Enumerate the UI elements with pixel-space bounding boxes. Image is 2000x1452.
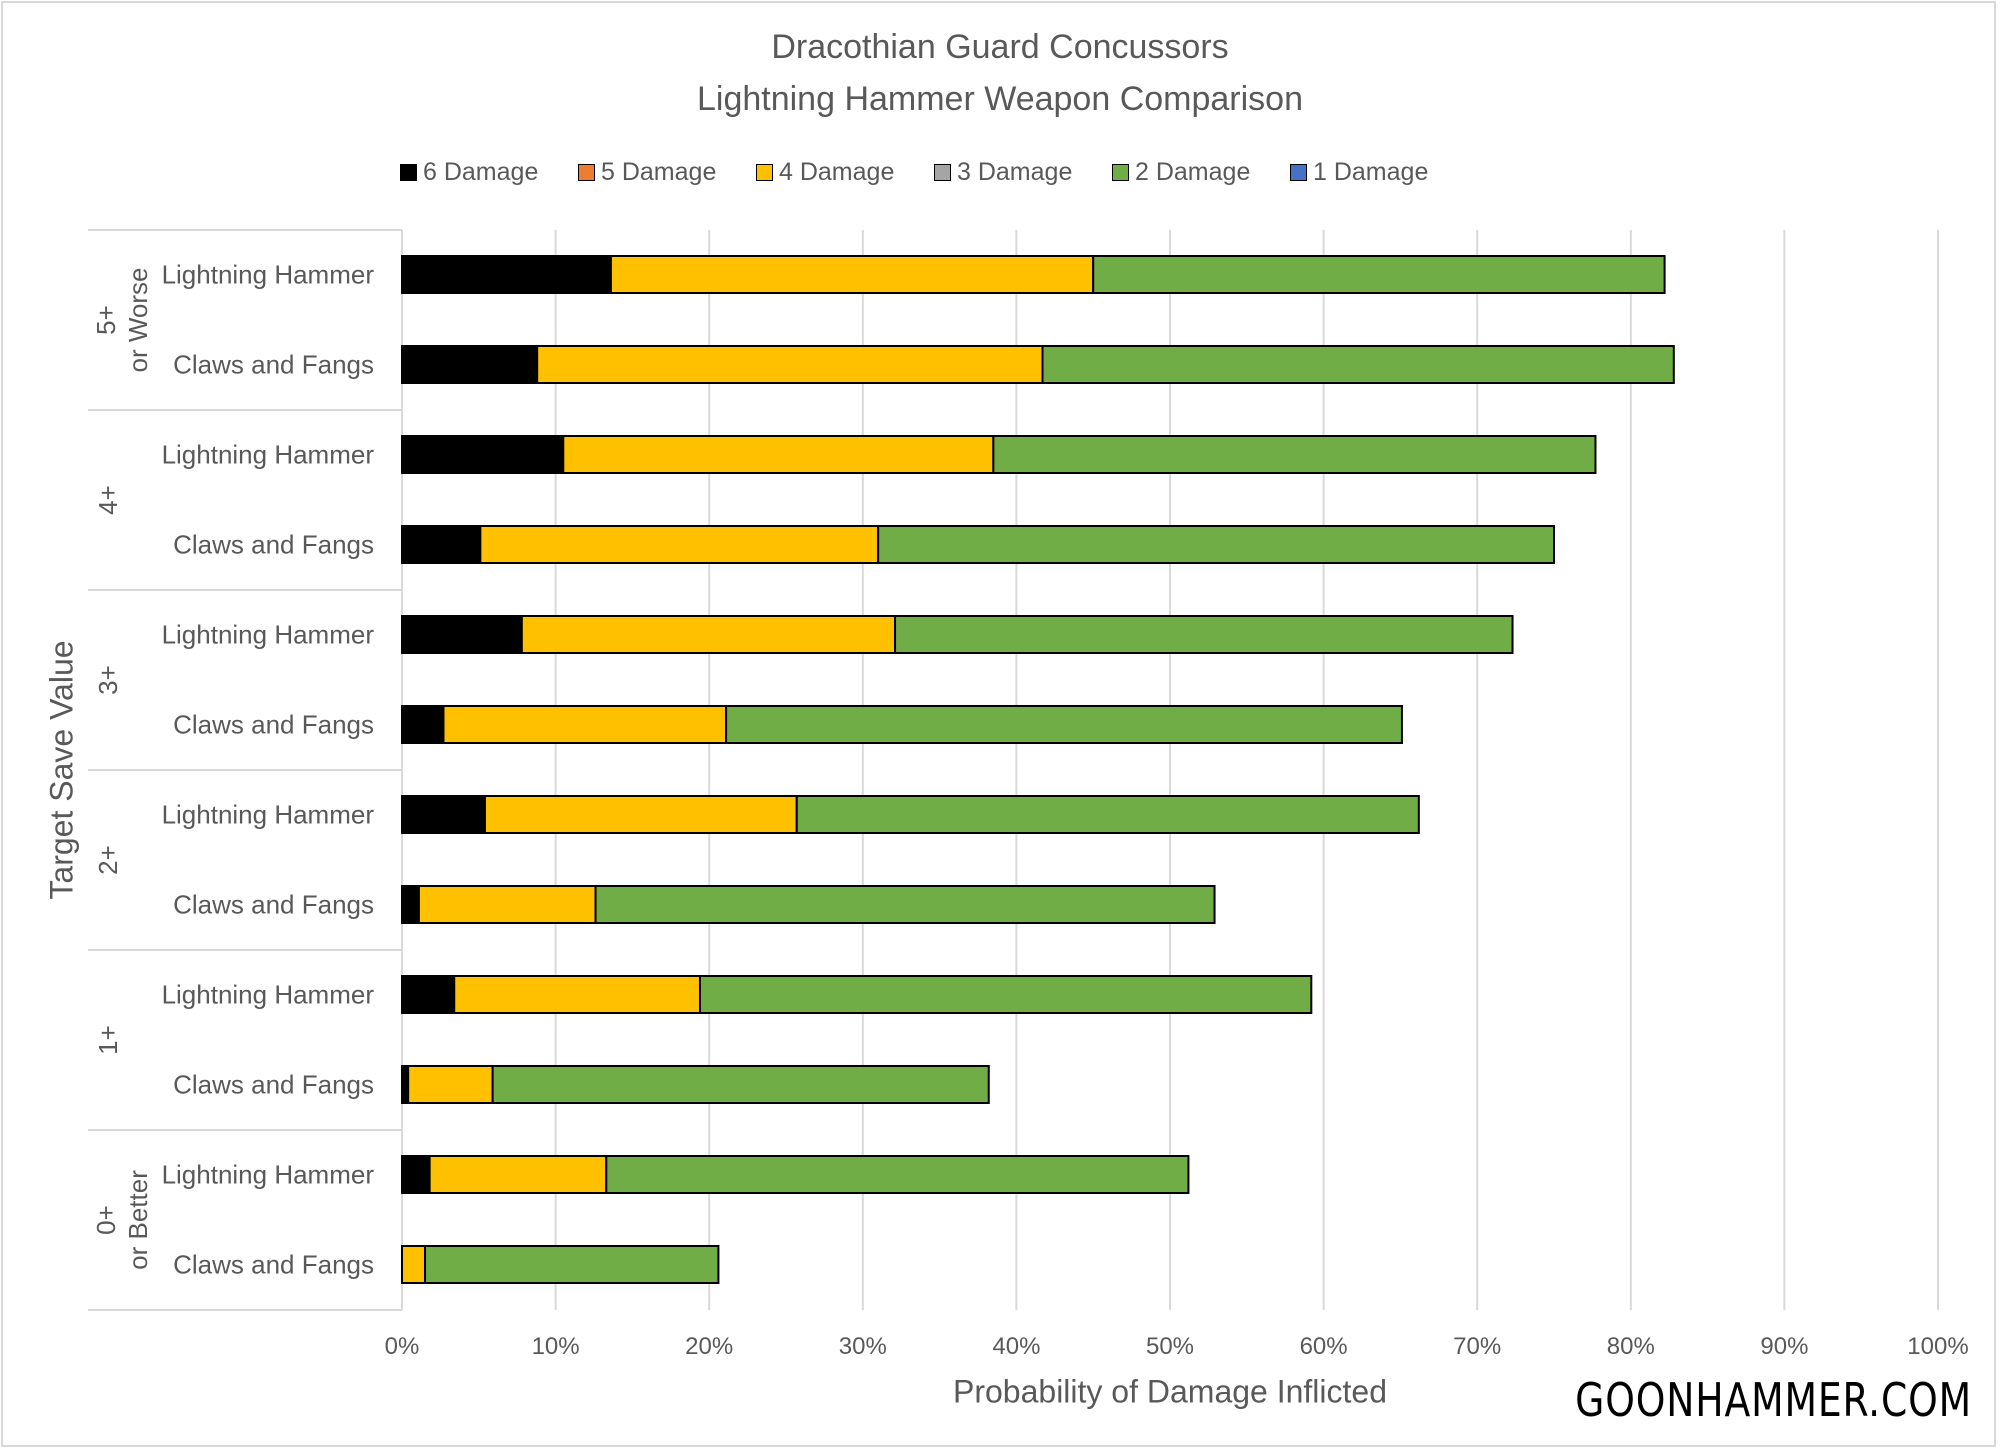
y-axis-title: Target Save Value [43,640,80,900]
legend-label: 2 Damage [1135,157,1251,186]
bar-segment-2-damage [594,885,1216,924]
bar-segment-2-damage [1041,345,1675,384]
bar-segment-6-damage [401,705,445,744]
legend-label: 3 Damage [957,157,1073,186]
chart-title-line-1: Dracothian Guard Concussors [771,28,1229,66]
bars [401,255,1675,1284]
group-label: 1+ [93,1025,123,1055]
group-label: 5+ [91,305,121,335]
legend-item-4-damage[interactable]: 4 Damage [756,158,894,186]
chart-legend: 6 Damage 5 Damage 4 Damage 3 Damage 2 Da… [0,158,2000,186]
bar-segment-6-damage [401,255,612,294]
bar-segment-2-damage [491,1065,990,1104]
bar-segment-4-damage [453,975,701,1014]
legend-item-3-damage[interactable]: 3 Damage [934,158,1072,186]
x-tick-label: 90% [1760,1333,1808,1360]
bar-segment-2-damage [894,615,1514,654]
bar-segment-2-damage [992,435,1597,474]
bar-segment-4-damage [609,255,1095,294]
x-axis-title: Probability of Damage Inflicted [953,1373,1387,1410]
legend-swatch-1-damage [1290,163,1307,181]
legend-label: 5 Damage [601,157,717,186]
bar-segment-2-damage [795,795,1420,834]
bar-segment-2-damage [698,975,1313,1014]
bar-segment-2-damage [725,705,1403,744]
legend-swatch-6-damage [400,163,417,181]
group-label: or Worse [123,268,153,373]
legend-label: 1 Damage [1313,157,1429,186]
category-label: Claws and Fangs [173,350,374,380]
category-label: Lightning Hammer [162,1160,375,1190]
chart-title-line-2: Lightning Hammer Weapon Comparison [696,80,1303,118]
bar-segment-2-damage [877,525,1555,564]
bar-segment-4-damage [442,705,728,744]
category-label: Lightning Hammer [162,440,375,470]
bar-segment-4-damage [520,615,897,654]
bar-segment-6-damage [401,885,420,924]
x-tick-label: 80% [1607,1333,1655,1360]
x-tick-label: 70% [1453,1333,1501,1360]
legend-swatch-4-damage [756,163,773,181]
bar-segment-6-damage [401,345,539,384]
category-labels: Lightning Hammer Claws and Fangs Lightning… [162,260,375,1280]
category-label: Lightning Hammer [162,260,375,290]
bar-segment-6-damage [401,435,565,474]
legend-swatch-5-damage [578,163,595,181]
legend-item-6-damage[interactable]: 6 Damage [400,158,538,186]
bar-segment-4-damage [479,525,880,564]
bar-segment-6-damage [401,975,456,1014]
legend-swatch-2-damage [1112,163,1129,181]
x-tick-label: 60% [1300,1333,1348,1360]
bar-segment-6-damage [401,615,523,654]
bar-segment-4-damage [428,1155,608,1194]
bar-segment-4-damage [483,795,798,834]
category-label: Claws and Fangs [173,530,374,560]
x-tick-label: 0% [385,1333,420,1360]
bar-segment-2-damage [424,1245,720,1284]
bar-segment-6-damage [401,1155,431,1194]
bar-segment-2-damage [605,1155,1190,1194]
group-labels: 5+ or Worse 4+ 3+ 2+ 1+ 0+ or Better [91,268,153,1270]
bar-segment-4-damage [407,1065,494,1104]
bar-segment-4-damage [562,435,995,474]
group-label: 2+ [93,845,123,875]
x-tick-label: 40% [992,1333,1040,1360]
legend-item-5-damage[interactable]: 5 Damage [578,158,716,186]
bar-segment-6-damage [401,795,486,834]
bar-segment-4-damage [417,885,597,924]
legend-swatch-3-damage [934,163,951,181]
x-tick-label: 50% [1146,1333,1194,1360]
category-label: Claws and Fangs [173,1070,374,1100]
x-tick-label: 10% [532,1333,580,1360]
group-label: 0+ [91,1205,121,1235]
x-tick-label: 20% [685,1333,733,1360]
category-label: Lightning Hammer [162,980,375,1010]
category-label: Lightning Hammer [162,620,375,650]
category-label: Claws and Fangs [173,710,374,740]
goonhammer-logo: GOONHAMMER.COM [1575,1373,1972,1427]
bar-segment-2-damage [1092,255,1666,294]
legend-label: 4 Damage [779,157,895,186]
x-tick-label: 100% [1907,1333,1968,1360]
bar-segment-6-damage [401,525,482,564]
bar-segment-4-damage [536,345,1044,384]
group-label: 3+ [93,665,123,695]
legend-item-2-damage[interactable]: 2 Damage [1112,158,1250,186]
group-label: or Better [123,1170,153,1270]
group-separators [88,229,403,1311]
x-tick-label: 30% [839,1333,887,1360]
category-label: Lightning Hammer [162,800,375,830]
legend-label: 6 Damage [423,157,539,186]
gridlines [554,230,1939,1310]
category-label: Claws and Fangs [173,890,374,920]
bar-segment-4-damage [401,1245,427,1284]
group-label: 4+ [93,485,123,515]
x-tick-labels: 0% 10% 20% 30% 40% 50% 60% 70% 80% 90% 100% [385,1333,1969,1360]
legend-item-1-damage[interactable]: 1 Damage [1290,158,1428,186]
category-label: Claws and Fangs [173,1250,374,1280]
